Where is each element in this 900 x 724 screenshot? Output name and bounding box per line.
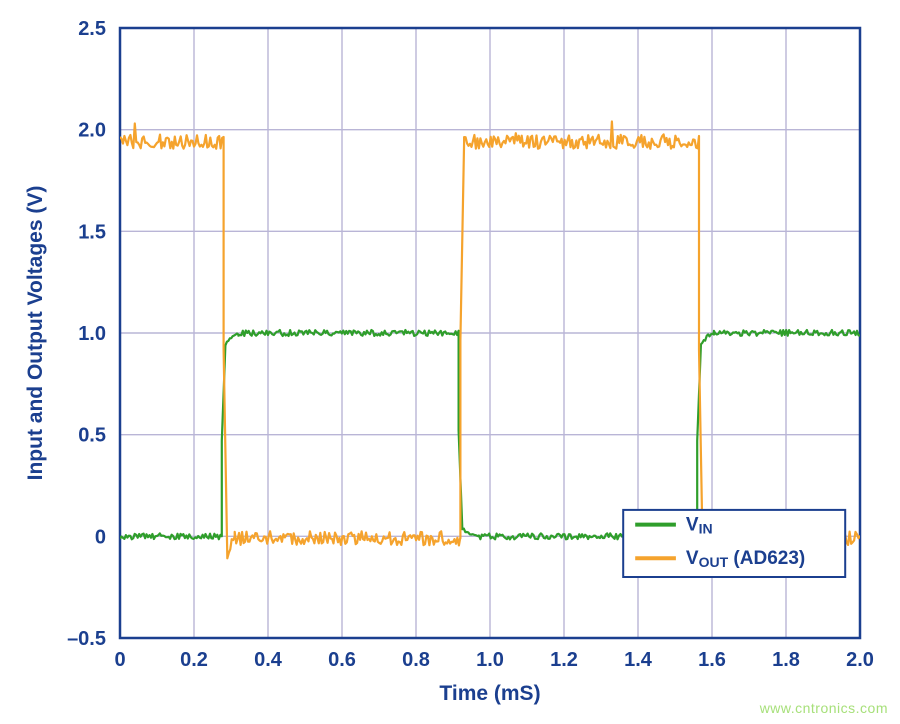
x-tick-label: 1.6 xyxy=(698,649,726,671)
x-tick-label: 1.4 xyxy=(624,649,653,671)
x-tick-label: 2.0 xyxy=(846,649,874,671)
x-tick-label: 1.2 xyxy=(550,649,578,671)
y-tick-label: 1.5 xyxy=(78,221,106,243)
x-tick-label: 0.4 xyxy=(254,649,283,671)
x-tick-label: 1.0 xyxy=(476,649,504,671)
x-tick-label: 1.8 xyxy=(772,649,800,671)
x-tick-label: 0.2 xyxy=(180,649,208,671)
watermark-text: www.cntronics.com xyxy=(760,700,888,716)
y-tick-label: 2.5 xyxy=(78,18,106,40)
x-axis-label: Time (mS) xyxy=(439,682,540,705)
x-tick-label: 0 xyxy=(114,649,125,671)
y-tick-label: 0 xyxy=(95,526,106,548)
chart-svg: 0 0.2 0.4 0.6 0.8 1.0 1.2 1.4 1.6 1.8 2.0 –0.5 0 0.5 1… xyxy=(0,0,900,724)
y-tick-label: 2.0 xyxy=(78,120,106,142)
y-tick-label: 1.0 xyxy=(78,323,106,345)
y-axis-label: Input and Output Voltages (V) xyxy=(24,186,47,481)
x-tick-label: 0.6 xyxy=(328,649,356,671)
voltage-chart: 0 0.2 0.4 0.6 0.8 1.0 1.2 1.4 1.6 1.8 2.0 –0.5 0 0.5 1… xyxy=(0,0,900,724)
y-tick-label: 0.5 xyxy=(78,425,106,447)
y-tick-label: –0.5 xyxy=(67,628,106,650)
x-tick-label: 0.8 xyxy=(402,649,430,671)
